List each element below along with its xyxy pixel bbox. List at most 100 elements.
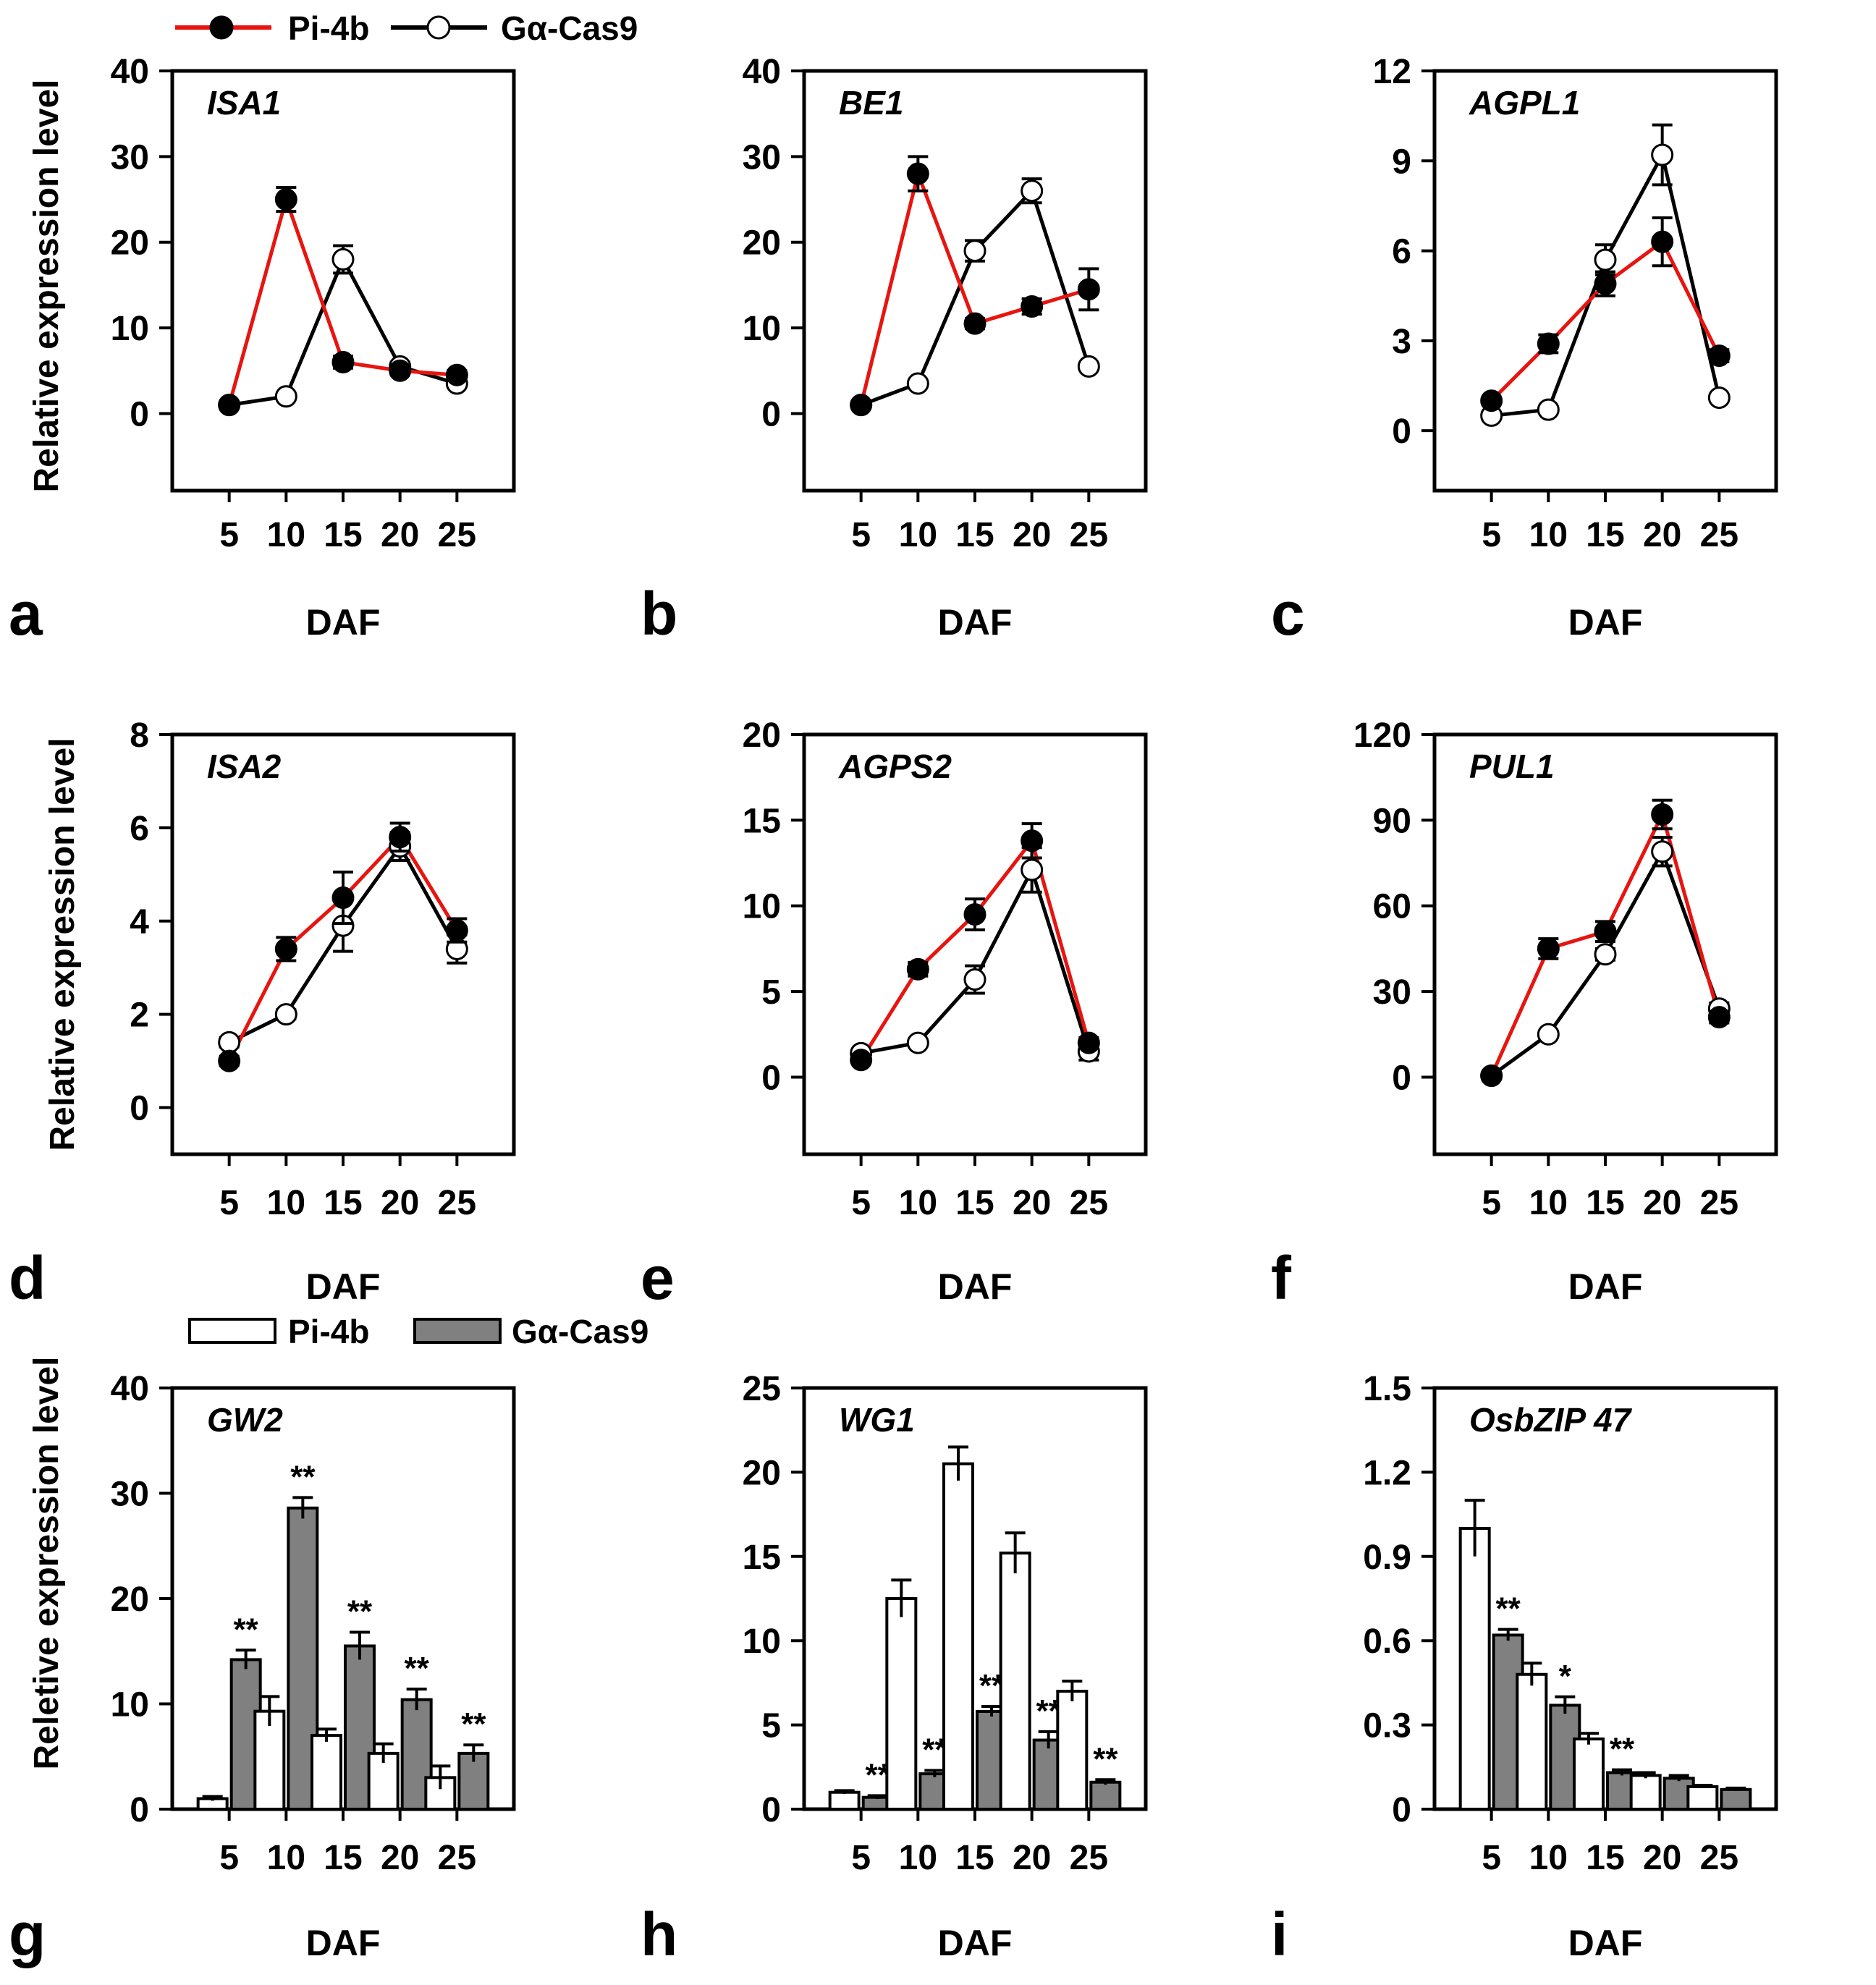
y-tick-label: 40 — [743, 53, 781, 91]
bar-ga-cas9 — [400, 1698, 433, 1811]
y-tick-label: 1.2 — [1363, 1454, 1411, 1492]
legend-cas-bar-label: Gα-Cas9 — [512, 1313, 648, 1350]
y-tick-label: 0 — [761, 1791, 781, 1829]
x-tick-label: 25 — [438, 1839, 476, 1877]
y-tick-label: 0 — [761, 395, 781, 433]
x-tick-label: 5 — [1482, 1839, 1501, 1877]
y-tick-label: 20 — [111, 224, 149, 263]
data-point — [389, 359, 412, 382]
y-tick-label: 0 — [1392, 1791, 1411, 1829]
panel-d: 0 2 4 6 8 5 10 15 20 25 DAF ISA2 d — [9, 716, 516, 1312]
panel-letter: g — [9, 1900, 46, 1968]
x-tick-label: 20 — [1013, 1184, 1051, 1222]
data-point — [274, 1003, 297, 1026]
data-point — [1537, 332, 1560, 355]
legend-pi-label: Pi-4b — [288, 9, 369, 47]
y-tick-label: 15 — [743, 1539, 781, 1577]
x-axis-title: DAF — [1568, 1923, 1643, 1963]
bar-pi-4b — [885, 1597, 918, 1811]
data-point — [274, 385, 297, 408]
x-tick-label: 10 — [899, 1184, 937, 1222]
x-axis-title: DAF — [306, 602, 381, 643]
series-line — [227, 193, 457, 406]
data-point — [331, 886, 355, 910]
data-point — [1021, 858, 1044, 881]
data-point — [389, 826, 412, 849]
data-point — [1077, 1031, 1100, 1054]
x-tick-label: 20 — [381, 516, 419, 554]
x-tick-label: 5 — [1482, 1184, 1501, 1222]
y-axis-title-row2: Relative expression level — [43, 738, 82, 1151]
markers-ga-cas9 — [1480, 836, 1731, 1087]
x-tick-label: 25 — [1700, 516, 1738, 554]
data-point — [906, 372, 929, 395]
y-tick-label: 10 — [111, 310, 149, 348]
significance-marker: ** — [290, 1459, 316, 1494]
x-axis-title: DAF — [306, 1923, 381, 1963]
data-point — [331, 350, 355, 373]
y-tick-label: 40 — [111, 1370, 149, 1408]
markers-ga-cas9 — [850, 846, 1100, 1065]
data-point — [963, 312, 986, 335]
data-point — [218, 394, 241, 417]
bar-pi-4b — [1686, 1785, 1719, 1811]
y-tick-label: 6 — [1392, 233, 1411, 271]
x-tick-label: 20 — [381, 1184, 419, 1222]
y-tick-label: 20 — [743, 224, 781, 263]
x-tick-label: 10 — [899, 1839, 937, 1877]
x-tick-label: 15 — [324, 1184, 362, 1222]
y-tick-label: 30 — [111, 138, 149, 177]
y-tick-label: 9 — [1392, 143, 1411, 181]
panel-letter: c — [1271, 580, 1305, 648]
y-tick-label: 2 — [130, 996, 149, 1035]
y-tick-label: 0.9 — [1363, 1539, 1411, 1577]
y-tick-label: 0 — [1392, 412, 1411, 451]
legend-cas-swatch — [413, 1318, 502, 1344]
panel-letter: f — [1271, 1244, 1292, 1312]
markers-pi-4b — [850, 155, 1100, 417]
data-point — [1537, 1023, 1560, 1046]
x-axis-title: DAF — [938, 602, 1013, 643]
data-point — [963, 903, 986, 926]
y-tick-label: 0 — [130, 1791, 149, 1829]
data-point — [274, 188, 297, 211]
panel-b: 0 10 20 30 40 5 10 15 20 25 DAF BE1 b — [641, 53, 1148, 648]
y-tick-label: 1.5 — [1363, 1370, 1411, 1408]
panel-a: 0 10 20 30 40 5 10 15 20 25 DAF ISA1 a — [9, 53, 516, 648]
panel-letter: i — [1271, 1900, 1288, 1968]
y-tick-label: 10 — [111, 1686, 149, 1724]
data-point — [906, 162, 929, 185]
x-tick-label: 20 — [1013, 516, 1051, 554]
markers-ga-cas9 — [218, 831, 468, 1054]
x-tick-label: 5 — [219, 1184, 239, 1222]
data-point — [1021, 179, 1044, 203]
panel-g: 0 10 20 30 40 5 10 15 20 25 DAF GW2 g ** ** ** ** ** — [9, 1370, 516, 1968]
x-tick-label: 10 — [1529, 516, 1568, 554]
data-point — [1021, 829, 1044, 852]
x-tick-label: 10 — [1529, 1184, 1568, 1222]
bar-ga-cas9 — [457, 1751, 490, 1811]
x-axis-title: DAF — [306, 1266, 381, 1307]
x-tick-label: 15 — [1586, 1184, 1624, 1222]
gene-name: WG1 — [839, 1401, 915, 1439]
data-point — [218, 1030, 241, 1054]
significance-marker: ** — [234, 1612, 259, 1647]
gene-name: OsbZIP 47 — [1469, 1401, 1633, 1439]
y-tick-label: 30 — [743, 138, 781, 177]
x-tick-label: 25 — [1070, 1839, 1108, 1877]
markers-pi-4b — [218, 185, 468, 417]
x-tick-label: 10 — [267, 1839, 305, 1877]
data-point — [1077, 278, 1100, 301]
y-axis-title-row3: Reletive expression level — [28, 1357, 66, 1770]
x-tick-label: 10 — [267, 1184, 305, 1222]
y-tick-label: 3 — [1392, 323, 1411, 361]
y-tick-label: 20 — [111, 1580, 149, 1619]
x-tick-label: 20 — [1643, 516, 1681, 554]
data-point — [1651, 840, 1674, 863]
x-axis-title: DAF — [938, 1923, 1013, 1963]
data-point — [331, 247, 355, 271]
bar-pi-4b — [999, 1552, 1031, 1811]
